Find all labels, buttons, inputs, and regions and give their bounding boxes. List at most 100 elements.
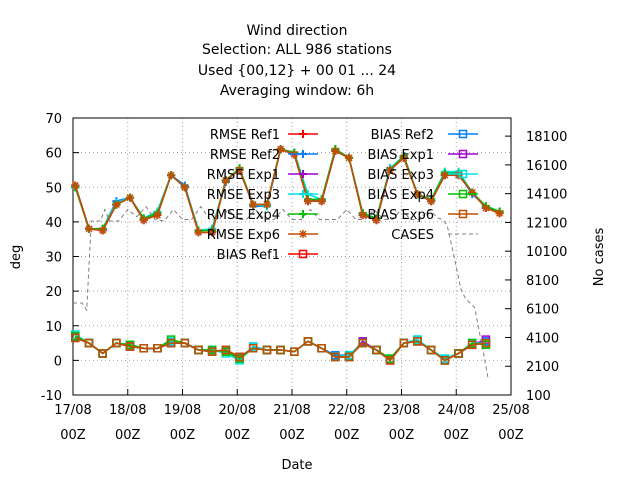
data-point (139, 344, 148, 353)
legend-entry: BIAS Exp3 (368, 168, 478, 183)
series-line (75, 337, 486, 362)
data-point (317, 197, 326, 206)
legend: RMSE Ref1 RMSE Ref2 RMSE Exp1 RMSE Exp3 RMSE… (207, 128, 478, 263)
data-point (358, 338, 367, 348)
title-line-4: Averaging window: 6h (220, 83, 374, 99)
x-tick-label: 19/08 (164, 403, 201, 418)
y-tick-label: 10 (45, 320, 62, 335)
y2-tick-label: 8100 (526, 274, 559, 289)
data-point (194, 228, 203, 237)
data-point (139, 216, 148, 225)
data-point (248, 344, 258, 353)
data-point (235, 165, 244, 174)
x-tick-label: 21/08 (273, 403, 310, 418)
plot-series (71, 145, 504, 380)
series-rmse-ref2 (71, 145, 504, 235)
y2-tick-label: 10100 (526, 245, 567, 260)
data-point (112, 200, 121, 209)
y-tick-label: 60 (45, 147, 62, 162)
y-tick-label: 20 (45, 285, 62, 300)
data-point (468, 188, 477, 197)
x-tick-label: 00Z (115, 428, 141, 443)
data-point (299, 170, 307, 178)
data-point (299, 210, 307, 218)
legend-entry: BIAS Exp1 (368, 148, 478, 163)
data-point (262, 200, 271, 209)
x-tick-label: 17/08 (54, 403, 91, 418)
y2-tick-label: 6100 (526, 303, 559, 318)
data-point (262, 345, 272, 355)
y-tick-label: -10 (41, 389, 62, 404)
series-bias-exp6 (71, 333, 491, 365)
legend-label: BIAS Exp6 (368, 208, 434, 223)
legend-entry: RMSE Exp6 (207, 228, 318, 243)
data-point (221, 176, 230, 185)
data-point (458, 189, 468, 199)
data-point (84, 224, 93, 233)
data-point (399, 153, 408, 162)
data-point (166, 338, 176, 348)
data-point (372, 216, 381, 225)
legend-label: RMSE Ref2 (210, 148, 280, 163)
data-point (235, 352, 244, 362)
series-line (74, 147, 500, 232)
x-tick-label: 00Z (279, 428, 305, 443)
y-tick-label: 30 (45, 251, 62, 266)
data-point (299, 130, 307, 138)
data-point (207, 347, 217, 356)
x-tick-label: 25/08 (492, 403, 529, 418)
data-point (427, 197, 436, 206)
y2-tick-label: 18100 (526, 130, 567, 145)
x-tick-label: 20/08 (219, 403, 256, 418)
y2-tick-label: 4100 (526, 331, 559, 346)
series-line (75, 337, 486, 362)
data-point (331, 146, 340, 155)
series-line (74, 148, 500, 234)
legend-entry: BIAS Ref1 (217, 248, 318, 263)
legend-entry: BIAS Exp4 (368, 188, 478, 203)
data-point (344, 352, 354, 362)
series-line (74, 335, 486, 362)
data-point (331, 352, 340, 362)
data-point (299, 150, 307, 158)
data-point (208, 228, 217, 237)
data-point (345, 153, 354, 162)
data-point (71, 333, 80, 343)
legend-label: BIAS Ref1 (217, 248, 280, 263)
legend-label: RMSE Exp3 (207, 188, 280, 203)
axes (72, 117, 512, 396)
legend-label: BIAS Exp3 (368, 168, 434, 183)
legend-label: RMSE Exp1 (207, 168, 280, 183)
x-tick-label: 00Z (444, 428, 470, 443)
data-point (98, 349, 107, 358)
series-rmse-exp3 (71, 145, 504, 235)
y2-tick-label: 100 (526, 389, 551, 404)
title-line-2: Selection: ALL 986 stations (202, 42, 392, 58)
legend-label: BIAS Exp4 (368, 188, 434, 203)
legend-label: RMSE Exp4 (207, 208, 280, 223)
data-point (303, 197, 312, 206)
x-tick-label: 00Z (498, 428, 524, 443)
data-point (153, 344, 162, 353)
x-tick-label: 23/08 (383, 403, 420, 418)
data-point (299, 190, 307, 198)
data-point (454, 349, 463, 358)
data-point (126, 193, 135, 202)
series-rmse-exp1 (71, 145, 504, 237)
series-line (73, 205, 489, 380)
x-tick-label: 18/08 (109, 403, 146, 418)
x-tick-label: 00Z (334, 428, 360, 443)
data-point (385, 356, 395, 365)
legend-entry: RMSE Ref2 (210, 148, 318, 163)
legend-entry: RMSE Exp1 (207, 168, 318, 183)
x-axis-label: Date (281, 458, 312, 473)
tick-labels: -10 0 10 20 30 40 50 60 70 100 2100 4100 6100 8100 101… (41, 112, 568, 443)
data-point (481, 338, 491, 348)
y-tick-label: 50 (45, 181, 62, 196)
data-point (276, 145, 285, 154)
x-tick-label: 22/08 (328, 403, 365, 418)
legend-entry: CASES (391, 228, 478, 243)
y-tick-label: 40 (45, 216, 62, 231)
data-point (386, 165, 395, 174)
